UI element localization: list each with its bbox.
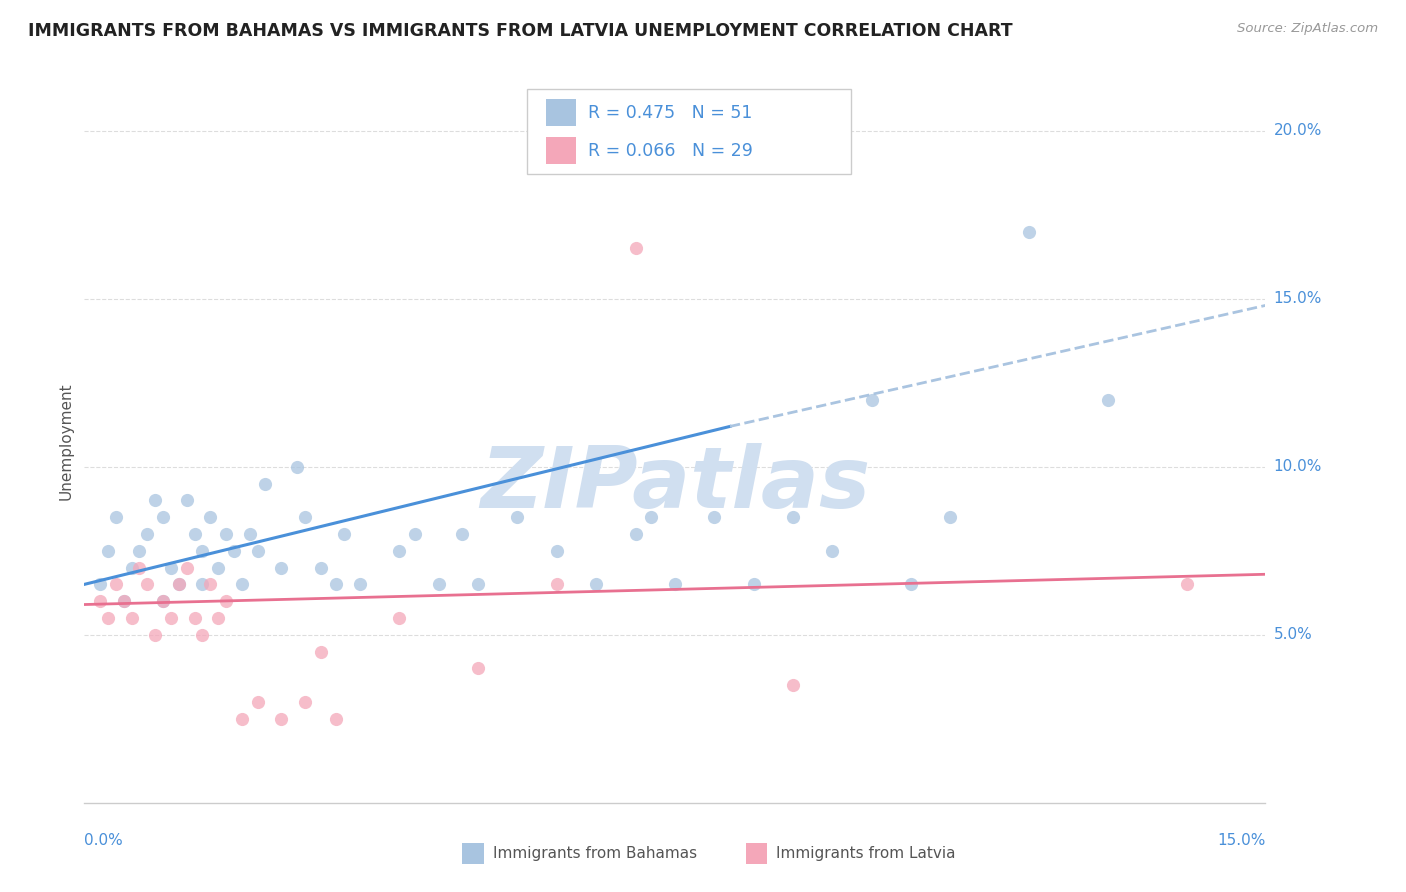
Point xyxy=(191,628,214,642)
Point xyxy=(121,560,143,574)
Point xyxy=(143,493,166,508)
Text: Immigrants from Bahamas: Immigrants from Bahamas xyxy=(494,846,697,861)
Point xyxy=(121,611,143,625)
Point xyxy=(703,510,725,524)
Point xyxy=(207,611,229,625)
Text: R = 0.066   N = 29: R = 0.066 N = 29 xyxy=(588,142,752,160)
Point xyxy=(128,560,150,574)
Point xyxy=(89,594,111,608)
Text: 10.0%: 10.0% xyxy=(1274,459,1322,475)
Text: 0.0%: 0.0% xyxy=(84,833,124,848)
Text: Source: ZipAtlas.com: Source: ZipAtlas.com xyxy=(1237,22,1378,36)
Point xyxy=(585,577,607,591)
Point xyxy=(191,543,214,558)
Point xyxy=(333,527,356,541)
Point xyxy=(325,577,347,591)
Point xyxy=(183,611,205,625)
Point xyxy=(222,543,245,558)
Point xyxy=(309,560,332,574)
Point xyxy=(136,527,159,541)
Point xyxy=(104,577,127,591)
Bar xyxy=(745,843,768,864)
Point xyxy=(782,678,804,692)
Point xyxy=(112,594,135,608)
Point xyxy=(176,560,198,574)
Text: 20.0%: 20.0% xyxy=(1274,123,1322,138)
Text: 5.0%: 5.0% xyxy=(1274,627,1312,642)
Point xyxy=(546,577,568,591)
Point xyxy=(640,510,662,524)
Point xyxy=(167,577,190,591)
Point xyxy=(309,644,332,658)
Point xyxy=(467,577,489,591)
Point xyxy=(112,594,135,608)
Point xyxy=(900,577,922,591)
Point xyxy=(246,543,269,558)
Point xyxy=(325,712,347,726)
Point xyxy=(821,543,844,558)
Point xyxy=(624,527,647,541)
Point xyxy=(231,712,253,726)
Point xyxy=(624,241,647,255)
Point xyxy=(97,543,120,558)
Point xyxy=(152,510,174,524)
Point xyxy=(664,577,686,591)
Text: IMMIGRANTS FROM BAHAMAS VS IMMIGRANTS FROM LATVIA UNEMPLOYMENT CORRELATION CHART: IMMIGRANTS FROM BAHAMAS VS IMMIGRANTS FR… xyxy=(28,22,1012,40)
Point xyxy=(97,611,120,625)
Point xyxy=(215,527,238,541)
Point xyxy=(742,577,765,591)
Point xyxy=(1175,577,1198,591)
Point xyxy=(451,527,474,541)
Point xyxy=(294,695,316,709)
Y-axis label: Unemployment: Unemployment xyxy=(58,383,73,500)
Point xyxy=(200,577,222,591)
Point xyxy=(388,611,411,625)
Point xyxy=(207,560,229,574)
Point xyxy=(183,527,205,541)
Text: Immigrants from Latvia: Immigrants from Latvia xyxy=(776,846,956,861)
Bar xyxy=(463,843,484,864)
Point xyxy=(152,594,174,608)
Point xyxy=(1018,225,1040,239)
Point xyxy=(294,510,316,524)
Point xyxy=(239,527,262,541)
Point xyxy=(285,459,308,474)
Point xyxy=(128,543,150,558)
Point xyxy=(231,577,253,591)
Text: ZIPatlas: ZIPatlas xyxy=(479,443,870,526)
Point xyxy=(104,510,127,524)
Text: R = 0.475   N = 51: R = 0.475 N = 51 xyxy=(588,103,752,121)
Point xyxy=(143,628,166,642)
Point xyxy=(254,476,277,491)
Point xyxy=(270,560,292,574)
Point xyxy=(506,510,529,524)
Point xyxy=(388,543,411,558)
Point xyxy=(860,392,883,407)
Point xyxy=(167,577,190,591)
Point xyxy=(467,661,489,675)
Point xyxy=(160,560,183,574)
Point xyxy=(89,577,111,591)
Point xyxy=(404,527,426,541)
Point xyxy=(136,577,159,591)
Text: 15.0%: 15.0% xyxy=(1274,291,1322,306)
Point xyxy=(270,712,292,726)
Point xyxy=(246,695,269,709)
Point xyxy=(546,543,568,558)
Point xyxy=(160,611,183,625)
Point xyxy=(200,510,222,524)
Point xyxy=(782,510,804,524)
Point xyxy=(427,577,450,591)
Point xyxy=(349,577,371,591)
Point xyxy=(215,594,238,608)
Point xyxy=(176,493,198,508)
Point xyxy=(191,577,214,591)
Point xyxy=(1097,392,1119,407)
Text: 15.0%: 15.0% xyxy=(1218,833,1265,848)
Point xyxy=(152,594,174,608)
Point xyxy=(939,510,962,524)
